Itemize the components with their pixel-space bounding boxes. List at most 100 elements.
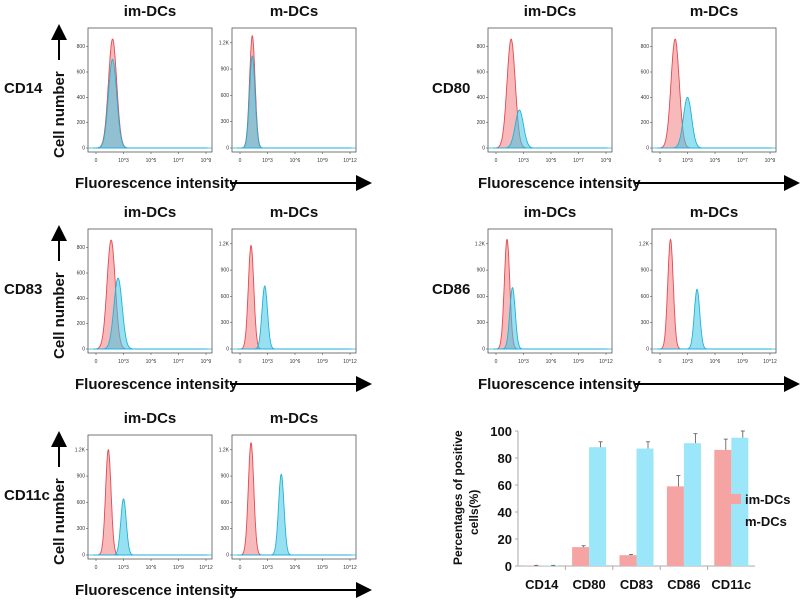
x-tick-label: 0	[659, 359, 662, 365]
bar-cd11c-im-dcs	[714, 449, 732, 566]
histogram-cd11c-im: 0 300 600 900 1.2K 0 10^3 10^6 10^9 10^12	[75, 434, 213, 571]
x-tick-label: 0	[95, 158, 98, 164]
y-tick-label: 300	[221, 119, 230, 125]
y-axis-label: Percentages of positive	[451, 430, 465, 565]
x-axis-label: Fluorescence intensity	[75, 376, 238, 393]
y-tick-label: 200	[77, 321, 86, 327]
x-axis-label: Fluorescence intensity	[75, 582, 238, 599]
y-tick-label: 0	[646, 347, 649, 353]
x-axis-label: Fluorescence intensity	[478, 175, 641, 192]
x-tick-label: 0	[495, 158, 498, 164]
y-tick-label: 100	[490, 424, 512, 439]
y-tick-label: 600	[77, 500, 86, 506]
x-axis-label: Fluorescence intensity	[75, 175, 238, 192]
y-tick-label: 800	[641, 44, 650, 50]
x-tick-label: 10^12	[599, 359, 613, 365]
marker-label: CD86	[432, 281, 470, 298]
y-tick-label: 900	[477, 268, 486, 274]
x-tick-label: 10^7	[173, 158, 184, 164]
histogram-cd83-im: 0 200 400 600 800 0 10^3 10^5 10^7 10^9	[77, 228, 213, 365]
marker-label: CD11c	[4, 487, 50, 504]
x-tick-label: 10^9	[173, 565, 184, 571]
histogram-cd80-im: 0 200 400 600 800 0 10^3 10^5 10^7 10^9	[477, 27, 613, 164]
x-tick-label: 10^6	[290, 359, 301, 365]
x-tick-label: 10^3	[262, 565, 273, 571]
y-tick-label: 800	[77, 44, 86, 50]
bar-cd86-im-dcs	[666, 486, 684, 566]
x-tick-label: 10^12	[763, 359, 777, 365]
y-tick-label: 1.2K	[219, 241, 230, 247]
bar-chart: 0 20 40 60 80 100 CD14 CD80 CD83 CD86 CD11c Percent…	[451, 424, 791, 592]
x-tick-label: 10^12	[343, 359, 357, 365]
y-tick-label: 300	[77, 526, 86, 532]
y-tick-label: 1.2K	[475, 241, 486, 247]
x-tick-label: 10^3	[118, 359, 129, 365]
x-tick-label: 10^9	[601, 158, 612, 164]
y-tick-label: 900	[641, 268, 650, 274]
y-tick-label: 300	[221, 526, 230, 532]
x-tick-label: 10^9	[317, 359, 328, 365]
y-tick-label: 900	[77, 474, 86, 480]
histogram-cd14-m: 0 300 600 900 1.2K 0 10^3 10^6 10^9 10^12	[219, 27, 357, 164]
y-tick-label: 400	[77, 95, 86, 101]
histogram-cd14-im: 0 200 400 600 800 0 10^3 10^5 10^7 10^9	[77, 27, 213, 164]
y-tick-label: 800	[77, 245, 86, 251]
x-tick-label: CD80	[572, 577, 605, 592]
x-tick-label: 10^9	[201, 359, 212, 365]
y-axis-label: cells(%)	[467, 490, 481, 535]
y-tick-label: 1.2K	[219, 40, 230, 46]
y-tick-label: 0	[482, 347, 485, 353]
legend-swatch	[731, 494, 741, 504]
y-tick-label: 1.2K	[75, 447, 86, 453]
x-tick-label: 10^9	[737, 359, 748, 365]
panel-title: m-DCs	[690, 3, 738, 20]
panel-title: m-DCs	[270, 410, 318, 427]
y-tick-label: 0	[505, 559, 512, 574]
x-tick-label: 10^3	[262, 158, 273, 164]
bar-cd80-im-dcs	[572, 547, 590, 566]
x-tick-label: 10^5	[146, 359, 157, 365]
x-tick-label: 0	[239, 565, 242, 571]
x-tick-label: 10^9	[765, 158, 776, 164]
y-tick-label: 300	[641, 320, 650, 326]
x-tick-label: 0	[495, 359, 498, 365]
x-tick-label: 10^9	[201, 158, 212, 164]
y-tick-label: 0	[226, 553, 229, 559]
panel-title: m-DCs	[270, 204, 318, 221]
bar-cd86-m-dcs	[683, 443, 701, 566]
bar-cd83-m-dcs	[636, 448, 654, 566]
x-tick-label: 10^3	[682, 359, 693, 365]
histogram-cd83-m: 0 300 600 900 1.2K 0 10^3 10^6 10^9 10^12	[219, 228, 357, 365]
x-axis-label: Fluorescence intensity	[478, 376, 641, 393]
x-tick-label: 10^9	[317, 565, 328, 571]
y-tick-label: 60	[498, 478, 512, 493]
y-tick-label: 0	[82, 553, 85, 559]
y-tick-label: 0	[226, 146, 229, 152]
x-tick-label: 10^7	[173, 359, 184, 365]
x-tick-label: 0	[95, 565, 98, 571]
x-tick-label: 0	[659, 158, 662, 164]
y-tick-label: 900	[221, 474, 230, 480]
y-tick-label: 0	[482, 146, 485, 152]
x-tick-label: 10^6	[146, 565, 157, 571]
panel-title: im-DCs	[124, 3, 177, 20]
y-tick-label: 600	[477, 294, 486, 300]
y-axis-label: Cell number	[51, 272, 68, 359]
panel-title: m-DCs	[270, 3, 318, 20]
y-tick-label: 600	[77, 70, 86, 76]
y-tick-label: 900	[221, 67, 230, 73]
y-tick-label: 200	[641, 120, 650, 126]
panel-title: im-DCs	[124, 204, 177, 221]
y-tick-label: 40	[498, 505, 512, 520]
x-tick-label: 10^5	[546, 158, 557, 164]
x-tick-label: 10^5	[146, 158, 157, 164]
y-tick-label: 0	[646, 146, 649, 152]
y-tick-label: 300	[477, 320, 486, 326]
y-tick-label: 600	[477, 70, 486, 76]
x-tick-label: 10^3	[118, 565, 129, 571]
y-tick-label: 300	[221, 320, 230, 326]
y-tick-label: 400	[477, 95, 486, 101]
y-tick-label: 600	[221, 500, 230, 506]
histogram-cd86-im: 0 300 600 900 1.2K 0 10^3 10^6 10^9 10^12	[475, 228, 613, 365]
